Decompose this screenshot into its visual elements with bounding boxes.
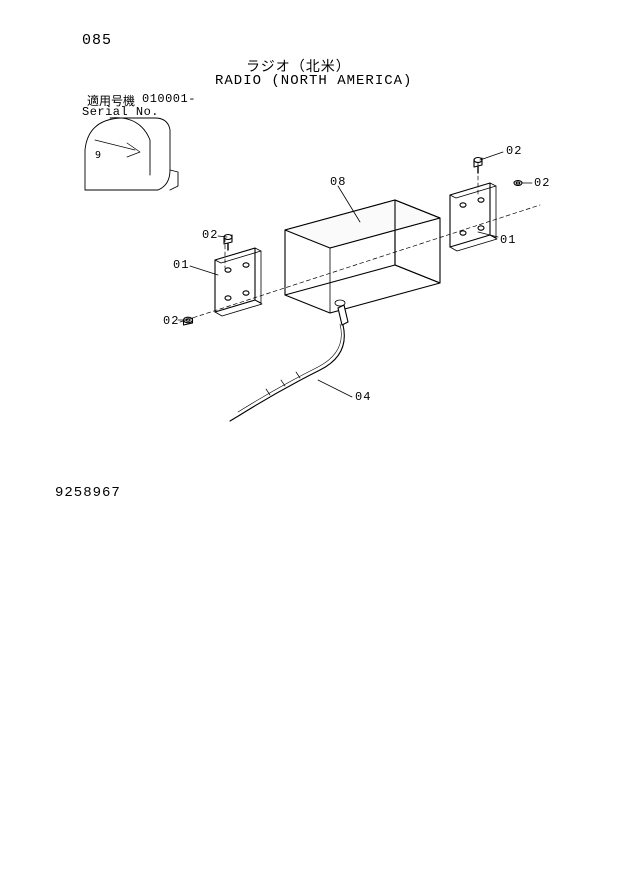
callout-01: 01 bbox=[500, 233, 516, 247]
part-antenna-cable bbox=[230, 305, 348, 421]
svg-text:9: 9 bbox=[95, 150, 101, 161]
part-washer-right bbox=[514, 181, 522, 186]
callout-01: 01 bbox=[173, 258, 189, 272]
page-root: 085 ラジオ（北米） RADIO (NORTH AMERICA) 適用号機 0… bbox=[0, 0, 620, 873]
part-radio-body bbox=[285, 200, 440, 313]
exploded-diagram: 9 bbox=[0, 0, 620, 873]
part-nut-left-bottom bbox=[184, 317, 193, 325]
callout-02: 02 bbox=[202, 228, 218, 242]
part-bracket-right bbox=[450, 183, 497, 251]
callout-02: 02 bbox=[506, 144, 522, 158]
callout-04: 04 bbox=[355, 390, 371, 404]
part-bracket-left bbox=[215, 248, 262, 316]
callout-02: 02 bbox=[534, 176, 550, 190]
leader-lines bbox=[178, 152, 532, 397]
callout-08: 08 bbox=[330, 175, 346, 189]
cab-inset: 9 bbox=[85, 118, 178, 190]
callout-02: 02 bbox=[163, 314, 179, 328]
